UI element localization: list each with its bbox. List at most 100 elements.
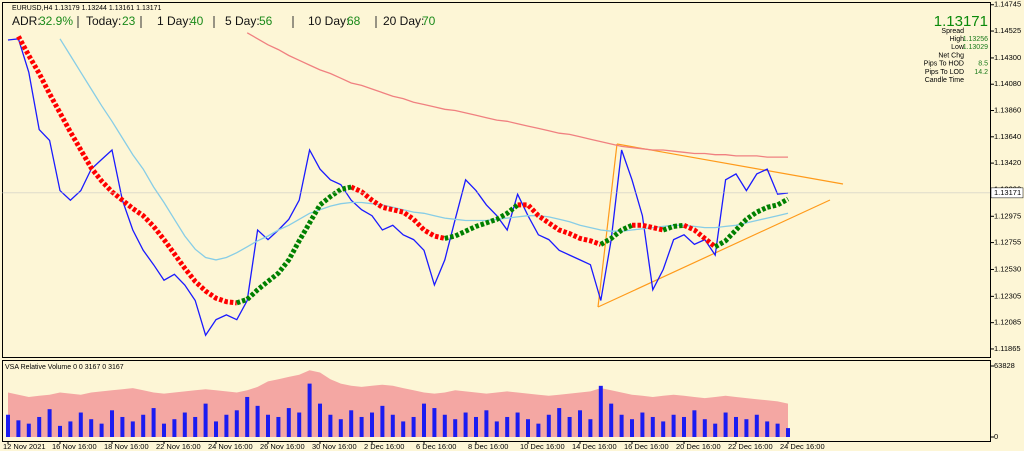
stat-label: 1 Day: xyxy=(157,14,192,28)
volume-bar xyxy=(588,419,593,437)
volume-bar xyxy=(713,423,718,437)
info-value: 14.2 xyxy=(974,69,988,76)
x-tick-label: 16 Dec 16:00 xyxy=(624,442,669,451)
volume-bar xyxy=(89,419,94,437)
volume-bar xyxy=(203,403,208,437)
volume-bar xyxy=(474,416,478,437)
volume-bar xyxy=(120,416,125,437)
y-tick-label: 63828 xyxy=(994,361,1015,370)
price-line xyxy=(7,38,789,337)
volume-bar xyxy=(286,408,291,437)
volume-bar xyxy=(567,416,572,437)
volume-bar xyxy=(255,405,260,437)
y-tick-label: 1.12975 xyxy=(994,211,1021,220)
x-tick-label: 16 Nov 16:00 xyxy=(52,442,97,451)
stat-value: 32.9% xyxy=(39,14,73,28)
volume-bar xyxy=(193,416,198,437)
volume-average-area xyxy=(8,370,788,437)
price-line xyxy=(246,32,788,158)
volume-bar xyxy=(266,414,270,437)
x-tick-label: 6 Dec 16:00 xyxy=(416,442,456,451)
volume-bar xyxy=(6,414,10,437)
y-tick-label: 1.14080 xyxy=(994,79,1021,88)
moving-average-dots xyxy=(236,184,790,306)
volume-bar xyxy=(99,423,104,437)
stat-label: 10 Day: xyxy=(308,14,349,28)
volume-bar xyxy=(401,421,406,437)
volume-bar xyxy=(370,412,374,437)
info-label: Low xyxy=(951,44,965,51)
volume-bar xyxy=(245,396,250,437)
symbol-header: EURUSD,H4 1.13179 1.13244 1.13161 1.1317… xyxy=(12,5,162,12)
volume-bar xyxy=(318,403,322,437)
volume-bar xyxy=(78,412,83,437)
x-tick-label: 8 Dec 16:00 xyxy=(468,442,508,451)
volume-bar xyxy=(442,414,447,437)
x-tick-label: 22 Nov 16:00 xyxy=(156,442,201,451)
trendline-left xyxy=(597,143,618,308)
moving-average-dots xyxy=(16,35,717,306)
info-value: 8.5 xyxy=(978,61,988,68)
volume-bar xyxy=(162,423,166,437)
stat-value: 70 xyxy=(422,14,436,28)
volume-bar xyxy=(359,416,364,437)
volume-bar xyxy=(297,412,302,437)
volume-bar xyxy=(526,419,530,437)
volume-bar xyxy=(536,423,541,437)
x-tick-label: 18 Nov 16:00 xyxy=(104,442,149,451)
x-tick-label: 10 Dec 16:00 xyxy=(520,442,565,451)
volume-bar xyxy=(609,403,614,437)
volume-bar xyxy=(16,420,21,437)
volume-bar xyxy=(671,414,676,437)
price-line xyxy=(59,38,789,261)
y-tick-label: 1.11865 xyxy=(994,344,1021,353)
volume-title: VSA Relative Volume 0 0 3167 0 3167 xyxy=(5,364,124,371)
stat-value: 68 xyxy=(347,14,361,28)
volume-bar xyxy=(505,416,510,437)
volume-panel-frame xyxy=(2,360,991,442)
x-tick-label: 14 Dec 16:00 xyxy=(572,442,617,451)
volume-bar xyxy=(214,421,218,437)
y-tick-label: 1.12755 xyxy=(994,238,1021,247)
volume-bar xyxy=(307,383,312,437)
stat-value: 23 xyxy=(122,14,136,28)
info-value: 1.13256 xyxy=(963,36,988,43)
volume-bar xyxy=(734,416,738,437)
volume-bar xyxy=(578,410,582,437)
volume-bar xyxy=(432,408,437,437)
y-tick-label: 1.13860 xyxy=(994,106,1021,115)
volume-bar xyxy=(234,410,239,437)
volume-bar xyxy=(172,419,177,437)
volume-bar xyxy=(224,414,229,437)
volume-bar xyxy=(58,425,62,437)
volume-bar xyxy=(754,414,759,437)
volume-bar xyxy=(338,419,343,437)
info-label: Candle Time xyxy=(925,77,964,84)
x-tick-label: 30 Nov 16:00 xyxy=(312,442,357,451)
y-tick-label: 1.12530 xyxy=(994,264,1021,273)
volume-bar xyxy=(141,414,146,437)
y-tick-label: 1.14300 xyxy=(994,53,1021,62)
info-label: High xyxy=(950,36,965,43)
volume-bar xyxy=(650,416,655,437)
volume-bar xyxy=(349,410,354,437)
info-label: Spread xyxy=(941,28,964,35)
volume-bar xyxy=(630,419,634,437)
volume-bar xyxy=(390,414,395,437)
x-tick-label: 22 Dec 16:00 xyxy=(728,442,773,451)
volume-bar xyxy=(276,416,281,437)
volume-bar xyxy=(411,416,416,437)
stat-label: 5 Day: xyxy=(225,14,260,28)
stat-value: 40 xyxy=(190,14,204,28)
volume-bar xyxy=(37,416,42,437)
y-tick-label: 1.13640 xyxy=(994,132,1021,141)
volume-bar xyxy=(765,421,770,437)
volume-bar xyxy=(744,419,749,437)
info-price: 1.13171 xyxy=(934,13,988,30)
y-tick-label: 1.12085 xyxy=(994,318,1021,327)
last-price-label: 1.13171 xyxy=(994,188,1021,197)
volume-bar xyxy=(182,412,187,437)
stat-label: 20 Day: xyxy=(383,14,424,28)
volume-bar xyxy=(557,408,562,437)
volume-bar xyxy=(661,421,666,437)
